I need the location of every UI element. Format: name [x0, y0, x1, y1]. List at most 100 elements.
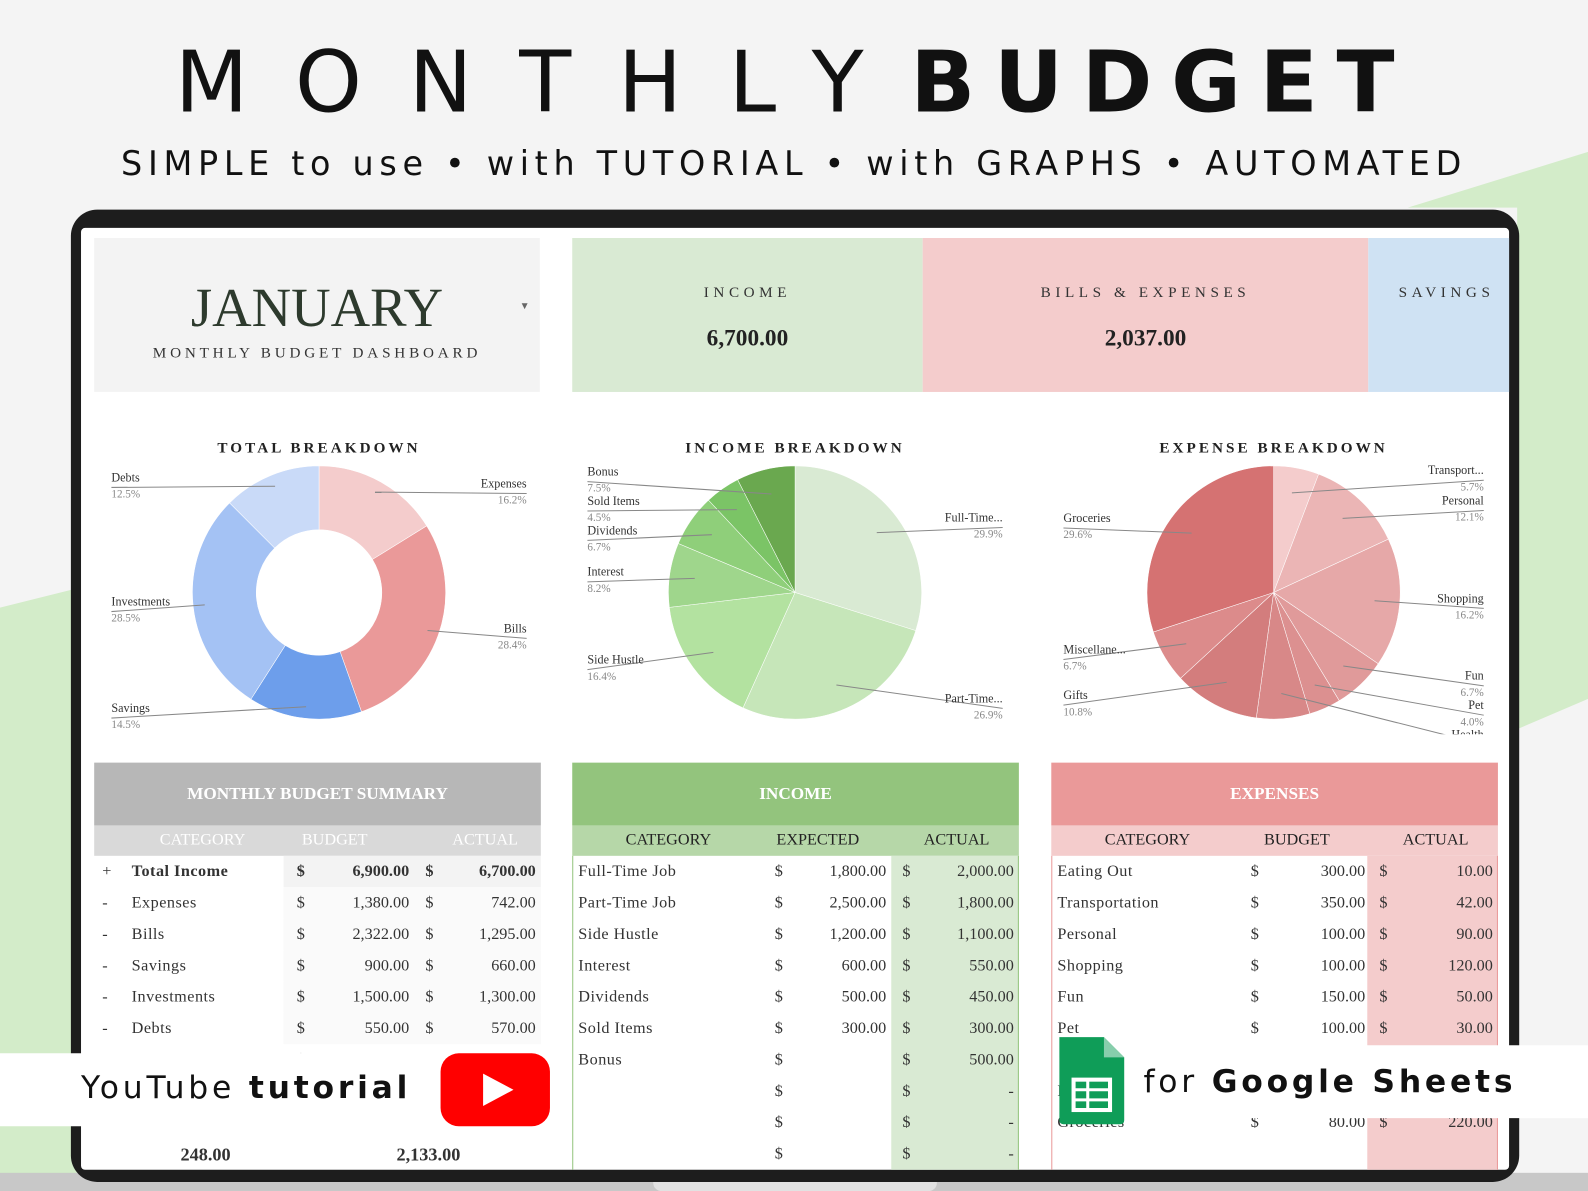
table-cell: 1,295.00: [479, 925, 536, 943]
slice-percent: 6.7%: [1461, 687, 1484, 699]
sheets-badge[interactable]: for Google Sheets: [1098, 1045, 1588, 1119]
dropdown-arrow[interactable]: ▼: [519, 300, 530, 312]
leader-line: [1291, 479, 1484, 494]
table-cell: -: [102, 1019, 109, 1038]
table-border: [572, 855, 1019, 1170]
kpi-value: 2,037.00: [1104, 325, 1187, 351]
row-shade: [283, 918, 541, 951]
title-bold: BUDGET: [910, 32, 1414, 132]
table-cell: $: [425, 894, 434, 912]
table-cell: 1,500.00: [352, 988, 410, 1006]
table-cell: $: [774, 1082, 783, 1100]
table-header: CATEGORY EXPECTED ACTUAL: [572, 825, 1019, 856]
table-cell: $: [296, 925, 305, 943]
table-cell: 1,800.00: [957, 894, 1014, 912]
table-cell: $: [1250, 862, 1259, 881]
table-cell: $: [1379, 988, 1388, 1006]
pie-slice: [742, 592, 917, 720]
kpi-card: BILLS & EXPENSES 2,037.00: [922, 238, 1369, 392]
sheets-label: for: [1143, 1063, 1198, 1100]
table-cell: 42.00: [1456, 894, 1493, 912]
table-cell: $: [425, 1019, 434, 1038]
sheets-bold: Google Sheets: [1211, 1063, 1517, 1100]
column-header: CATEGORY: [1104, 831, 1191, 849]
youtube-badge[interactable]: YouTube tutorial: [0, 1053, 550, 1127]
dashboard-subtitle: MONTHLY BUDGET DASHBOARD: [152, 345, 482, 362]
table-cell: $: [1250, 894, 1259, 912]
leader-line: [1063, 681, 1227, 706]
table-cell: 10.00: [1456, 862, 1493, 881]
leader-line: [1063, 643, 1187, 660]
row-shade: [283, 950, 541, 982]
table-cell: $: [774, 957, 783, 975]
month: JANUARY: [190, 277, 444, 339]
chart-title: TOTAL BREAKDOWN: [217, 440, 420, 457]
table-cell: Investments: [131, 988, 216, 1006]
slice-label: Full-Time...: [945, 510, 1003, 524]
slice-percent: 6.7%: [1063, 661, 1086, 673]
table-cell: $: [1379, 925, 1388, 943]
table-cell: 300.00: [969, 1019, 1014, 1038]
slice-percent: 7.5%: [587, 483, 610, 495]
table-cell: $: [774, 862, 783, 881]
kpi-label: BILLS & EXPENSES: [1040, 284, 1251, 301]
table-cell: 1,300.00: [479, 988, 536, 1006]
kpi-card: INCOME 6,700.00: [572, 238, 923, 392]
slice-percent: 26.9%: [974, 709, 1003, 721]
leader-line: [1343, 665, 1484, 687]
table-cell: Expenses: [131, 894, 197, 912]
table-cell: Bonus: [578, 1051, 623, 1069]
column-header: ACTUAL: [452, 831, 518, 849]
table-cell: $: [774, 925, 783, 943]
table-cell: 100.00: [1320, 1019, 1366, 1038]
table-cell: 1,200.00: [829, 925, 887, 943]
table-cell: Part-Time Job: [578, 894, 677, 912]
slice-label: Side Hustle: [587, 653, 643, 667]
table-cell: $: [296, 988, 305, 1006]
table-cell: +: [102, 862, 112, 881]
pie-chart: EXPENSE BREAKDOWN Transport... 5.7%Persona…: [1063, 440, 1484, 735]
slice-label: Debts: [111, 470, 140, 484]
column-header: BUDGET: [301, 831, 368, 849]
table-cell: $: [1250, 1114, 1259, 1132]
table-cell: $: [425, 957, 434, 975]
slice-percent: 5.7%: [1461, 481, 1484, 493]
table-cell: 350.00: [1320, 894, 1366, 912]
table-cell: 50.00: [1456, 988, 1493, 1006]
footer-value: 2,133.00: [396, 1144, 461, 1165]
table-cell: $: [425, 988, 434, 1006]
slice-label: Health: [1451, 727, 1483, 734]
footer-value: 248.00: [180, 1144, 231, 1165]
slice-label: Savings: [111, 701, 150, 715]
table-cell: $: [296, 862, 305, 881]
slice-label: Expenses: [481, 476, 527, 490]
table-cell: $: [1250, 1019, 1259, 1038]
table-cell: Full-Time Job: [578, 862, 677, 881]
table-cell: $: [902, 1145, 911, 1163]
table-cell: $: [425, 862, 434, 881]
column-header: BUDGET: [1264, 831, 1330, 849]
tagline: SIMPLE to use • with TUTORIAL • with GRA…: [121, 143, 1468, 184]
table-cell: 450.00: [969, 988, 1014, 1006]
leader-line: [587, 534, 712, 541]
table-title: INCOME: [572, 762, 1019, 826]
table-cell: 6,900.00: [352, 862, 410, 881]
youtube-label: YouTube: [81, 1069, 236, 1106]
table-cell: $: [1250, 925, 1259, 943]
title-light: MONTHLY: [174, 32, 911, 132]
slice-percent: 16.4%: [587, 671, 616, 683]
kpi-label: SAVINGS: [1398, 284, 1495, 301]
table-cell: 900.00: [364, 957, 410, 975]
table-title: EXPENSES: [1051, 762, 1498, 826]
slice-percent: 29.6%: [1063, 529, 1092, 541]
slice-label: Shopping: [1437, 591, 1484, 605]
slice-label: Bills: [504, 621, 527, 635]
table-cell: 220.00: [1448, 1114, 1493, 1132]
table-cell: Sold Items: [578, 1019, 653, 1038]
row-shade: [283, 887, 541, 919]
table-cell: 550.00: [969, 957, 1014, 975]
slice-percent: 4.0%: [1461, 716, 1484, 728]
slice-percent: 29.9%: [974, 529, 1003, 541]
slice-label: Interest: [587, 565, 624, 579]
table-cell: $: [1379, 862, 1388, 881]
